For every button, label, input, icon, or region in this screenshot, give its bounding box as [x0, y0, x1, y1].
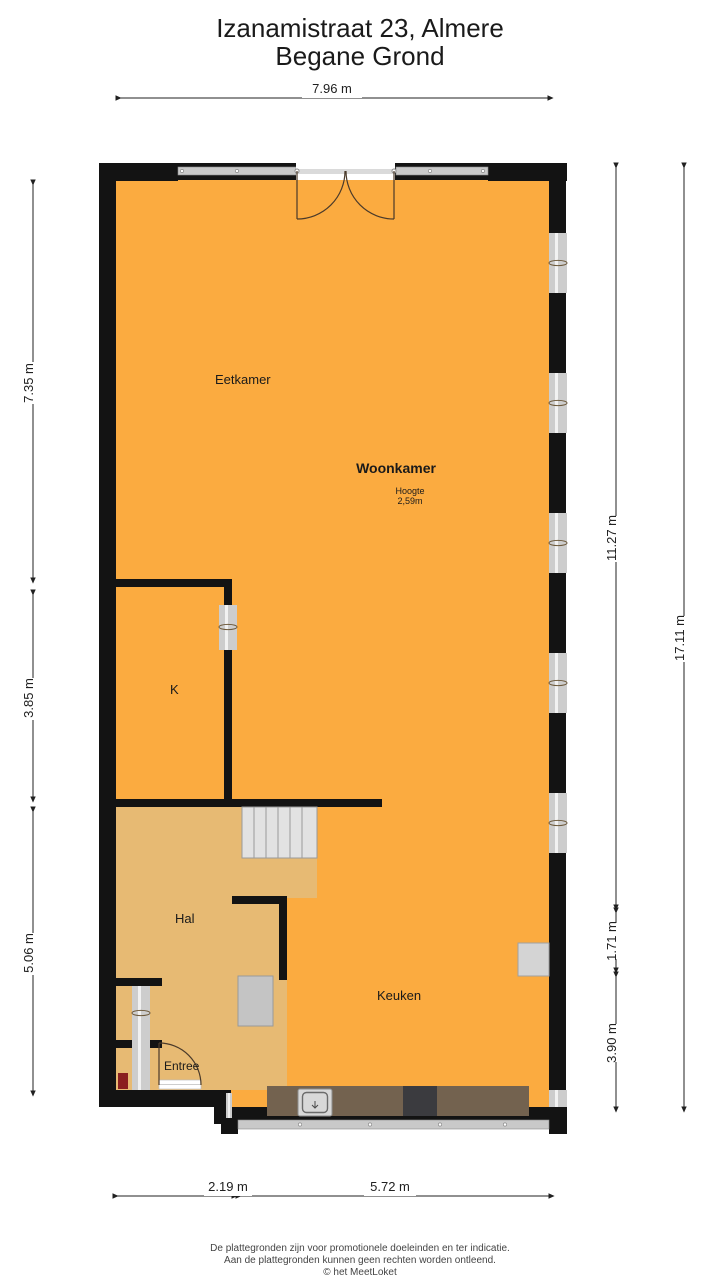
- svg-text:K: K: [170, 682, 179, 697]
- svg-text:Eetkamer: Eetkamer: [215, 372, 271, 387]
- svg-text:7.96 m: 7.96 m: [312, 81, 352, 96]
- svg-text:2.19 m: 2.19 m: [208, 1179, 248, 1194]
- svg-text:Woonkamer: Woonkamer: [356, 460, 436, 476]
- svg-text:3.90 m: 3.90 m: [604, 1023, 619, 1063]
- svg-text:5.06 m: 5.06 m: [21, 933, 36, 973]
- svg-text:2,59m: 2,59m: [397, 496, 422, 506]
- svg-text:11.27 m: 11.27 m: [604, 515, 619, 561]
- svg-text:Hal: Hal: [175, 911, 195, 926]
- svg-text:Hoogte: Hoogte: [395, 486, 424, 496]
- svg-text:1.71 m: 1.71 m: [604, 921, 619, 961]
- svg-text:17.11 m: 17.11 m: [672, 615, 687, 661]
- svg-text:3.85 m: 3.85 m: [21, 678, 36, 718]
- svg-text:Keuken: Keuken: [377, 988, 421, 1003]
- svg-text:7.35 m: 7.35 m: [21, 363, 36, 403]
- svg-text:5.72 m: 5.72 m: [370, 1179, 410, 1194]
- svg-text:Entree: Entree: [164, 1059, 200, 1073]
